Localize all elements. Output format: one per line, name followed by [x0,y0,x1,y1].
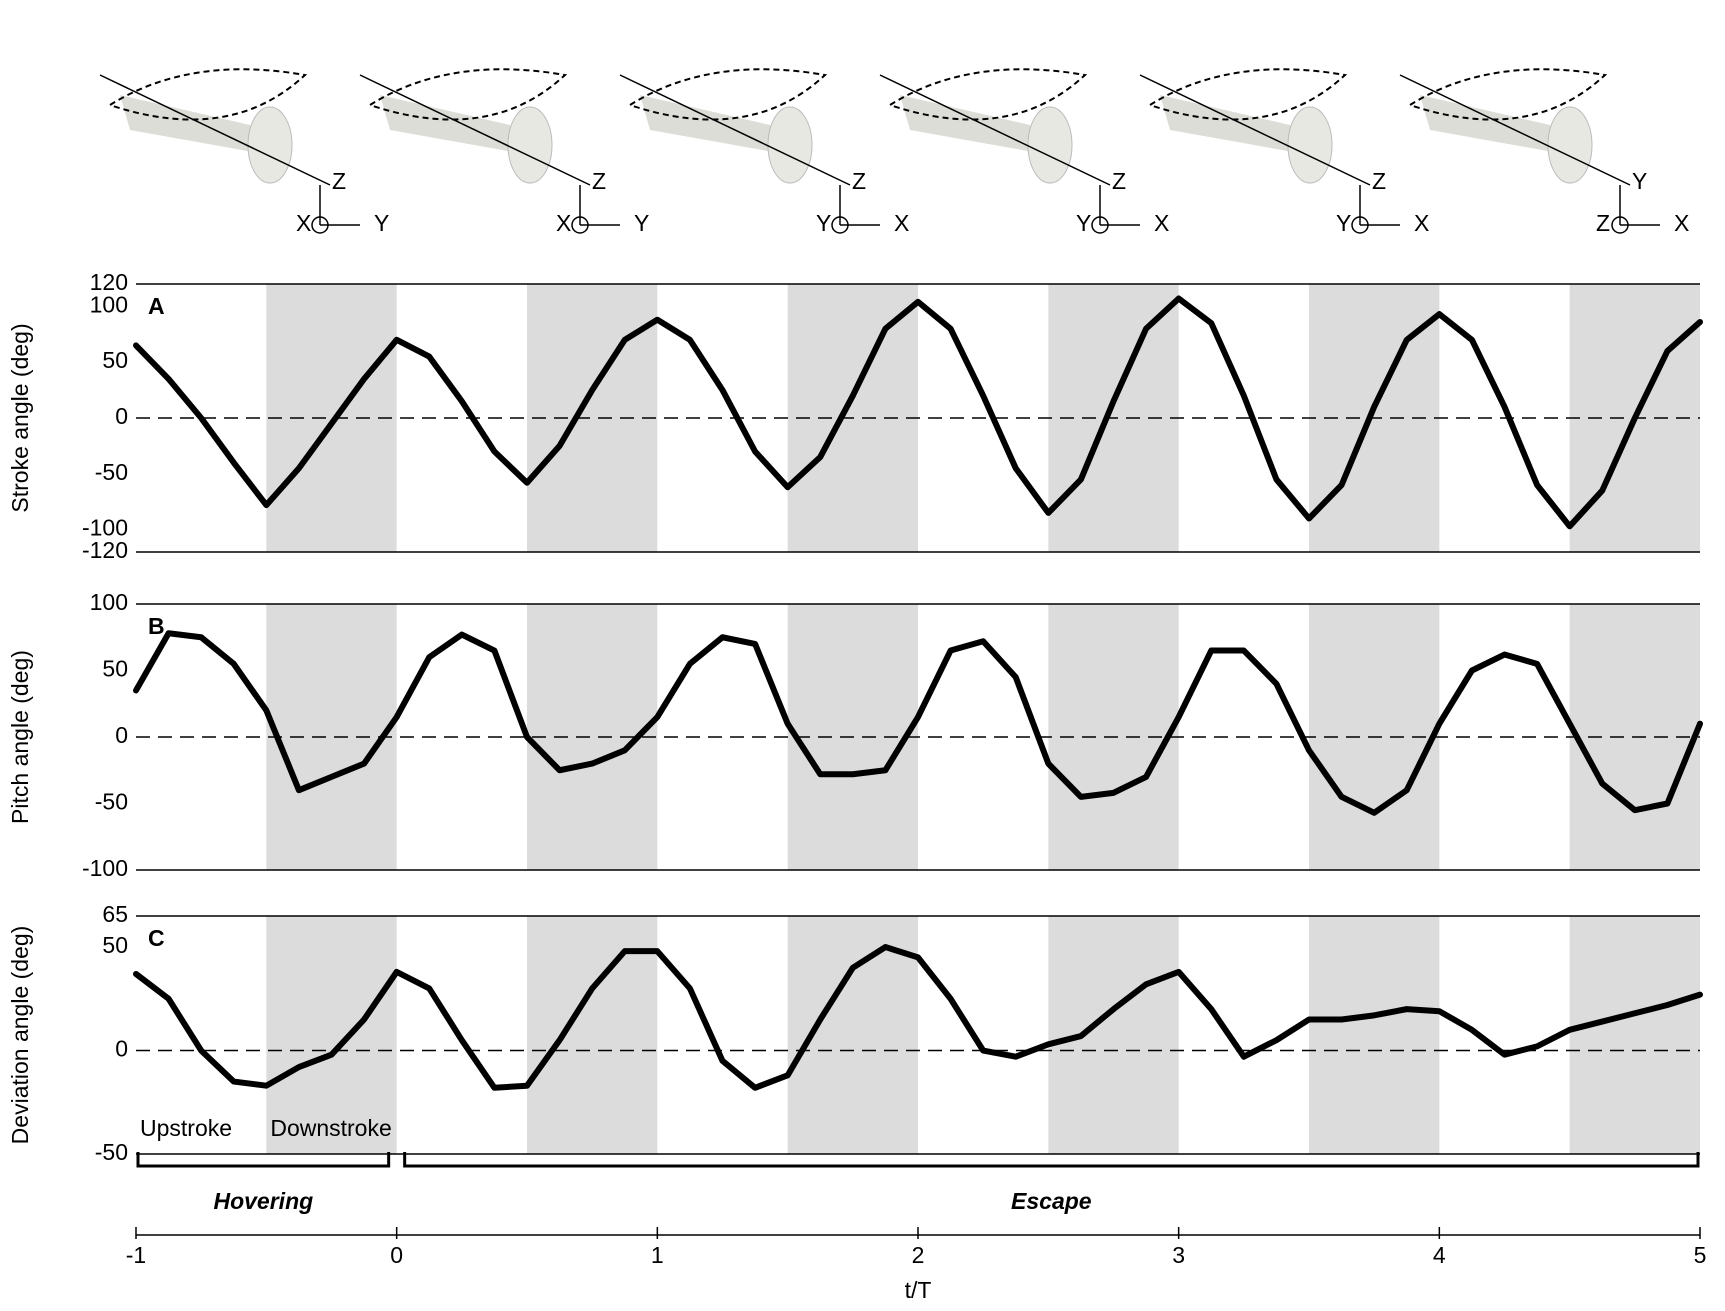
phase-bracket [136,1152,391,1168]
axis-letter: X [1154,210,1169,236]
y-tick-label: 50 [102,932,128,958]
axis-letter: Z [852,168,866,194]
y-axis-label: Pitch angle (deg) [7,650,33,824]
axis-origin [571,216,589,234]
x-tick-label: 5 [1694,1242,1707,1268]
y-tick-label: 50 [102,347,128,373]
shaded-interval [527,284,658,552]
stroke-plane [619,74,851,186]
wing-path [629,68,828,121]
axis-origin [1611,216,1629,234]
phase-bracket [403,1152,1700,1168]
axis-letter: X [1414,210,1429,236]
x-tick-label: 1 [651,1242,664,1268]
shaded-interval [1048,916,1179,1154]
wing-sketch [1160,95,1310,155]
axis-origin [831,216,849,234]
y-axis-label: Deviation angle (deg) [7,926,33,1145]
y-tick-label: -50 [95,459,128,485]
y-tick-label: 0 [115,722,128,748]
annotation: Downstroke [270,1115,391,1141]
wing-path [1409,68,1608,121]
panel-label: A [148,293,165,319]
bird-body [767,106,813,184]
shaded-interval [527,916,658,1154]
bird-body [1547,106,1593,184]
wing-path [889,68,1088,121]
axis-letter: Z [1112,168,1126,194]
shaded-interval [1569,916,1700,1154]
x-axis-label: t/T [905,1277,932,1303]
axis-letter: Z [1372,168,1386,194]
wing-sketch [900,95,1050,155]
axis-letter: Z [1596,210,1610,236]
wing-sketch [640,95,790,155]
axis-letter: Y [1076,210,1091,236]
y-tick-label: 0 [115,1036,128,1062]
stroke-plane [1139,74,1371,186]
panel-label: C [148,925,165,951]
bird-body [1027,106,1073,184]
wing-sketch [120,95,270,155]
axis-letter: Y [1632,168,1647,194]
wing-path [369,68,568,121]
axis-letter: X [894,210,909,236]
stroke-plane [99,74,331,186]
stroke-plane [879,74,1111,186]
shaded-interval [266,604,397,870]
y-tick-label: 100 [90,589,128,615]
y-tick-label: -50 [95,789,128,815]
shaded-interval [1309,916,1440,1154]
y-tick-label: -100 [82,515,128,541]
x-tick-label: -1 [126,1242,146,1268]
axis-letter: Y [816,210,831,236]
y-tick-label: 0 [115,403,128,429]
phase-label: Hovering [213,1188,313,1214]
y-tick-label: -120 [82,537,128,563]
axis-origin [1351,216,1369,234]
x-tick-label: 2 [912,1242,925,1268]
wing-path [1149,68,1348,121]
x-tick-label: 3 [1172,1242,1185,1268]
stroke-plane [359,74,591,186]
y-tick-label: 50 [102,656,128,682]
wing-path [109,68,308,121]
wing-sketch [1420,95,1570,155]
phase-label: Escape [1011,1188,1092,1214]
y-tick-label: 100 [90,291,128,317]
panel-label: B [148,613,165,639]
data-line [133,295,1703,530]
axis-letter: X [296,210,311,236]
bird-body [507,106,553,184]
bird-body [247,106,293,184]
annotation: Upstroke [140,1115,232,1141]
stroke-plane [1399,74,1631,186]
axis-origin [1091,216,1109,234]
axis-letter: X [1674,210,1689,236]
axis-letter: Z [332,168,346,194]
y-tick-label: 120 [90,269,128,295]
shaded-interval [266,284,397,552]
shaded-interval [266,916,397,1154]
x-tick-label: 0 [390,1242,403,1268]
bird-body [1287,106,1333,184]
axis-letter: Y [634,210,649,236]
y-tick-label: -100 [82,855,128,881]
data-line [133,944,1703,1091]
x-tick-label: 4 [1433,1242,1446,1268]
y-axis-label: Stroke angle (deg) [7,323,33,512]
data-line [133,630,1703,816]
axis-origin [311,216,329,234]
axis-letter: Z [592,168,606,194]
y-tick-label: -50 [95,1139,128,1165]
axis-letter: X [556,210,571,236]
wing-sketch [380,95,530,155]
axis-letter: Y [1336,210,1351,236]
axis-letter: Y [374,210,389,236]
y-tick-label: 65 [102,901,128,927]
